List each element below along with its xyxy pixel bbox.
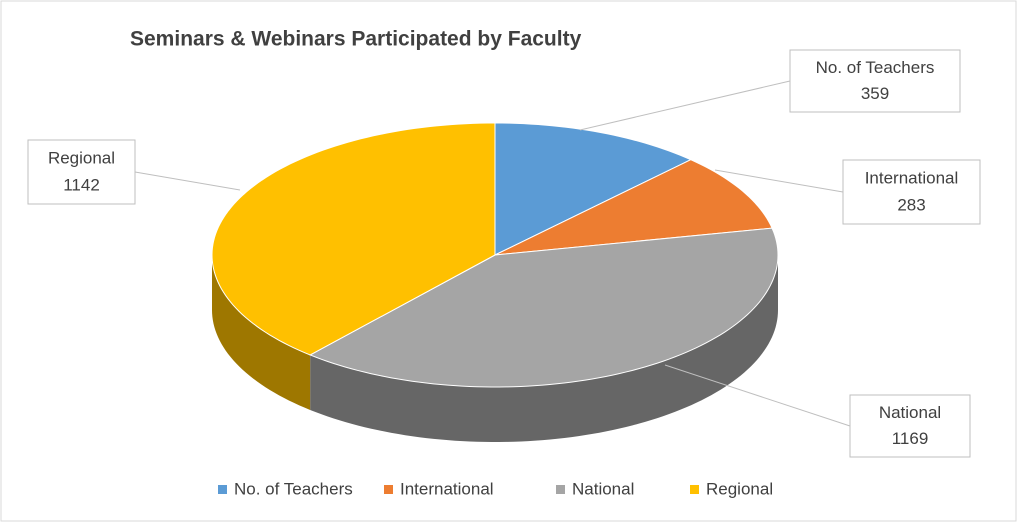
legend-label: No. of Teachers [234, 479, 353, 498]
legend-swatch [690, 485, 699, 494]
legend-swatch [556, 485, 565, 494]
leader-line [714, 169, 844, 193]
legend-swatch [384, 485, 393, 494]
slice-side [310, 255, 778, 442]
legend-label: National [572, 479, 634, 498]
slice [308, 227, 779, 388]
data-label-name: International [865, 169, 959, 188]
slice [211, 122, 496, 356]
leader-line [664, 364, 851, 427]
data-label-value: 283 [897, 196, 925, 215]
leader-line [579, 80, 791, 131]
label-box [27, 139, 136, 205]
data-label-value: 1142 [63, 176, 100, 195]
slice [494, 159, 773, 256]
data-label-name: Regional [48, 149, 115, 168]
data-label-value: 1169 [892, 429, 929, 448]
legend-label: International [400, 479, 494, 498]
label-box [849, 394, 971, 458]
slice-side [212, 255, 311, 410]
data-label-value: 359 [861, 84, 889, 103]
slice [494, 122, 692, 256]
data-label-name: National [879, 403, 941, 422]
label-box [842, 159, 981, 225]
chart-title: Seminars & Webinars Participated by Facu… [130, 28, 582, 51]
leader-line [134, 171, 241, 191]
legend-swatch [218, 485, 227, 494]
legend-label: Regional [706, 479, 773, 498]
label-box [789, 49, 961, 113]
data-label-name: No. of Teachers [816, 58, 935, 77]
